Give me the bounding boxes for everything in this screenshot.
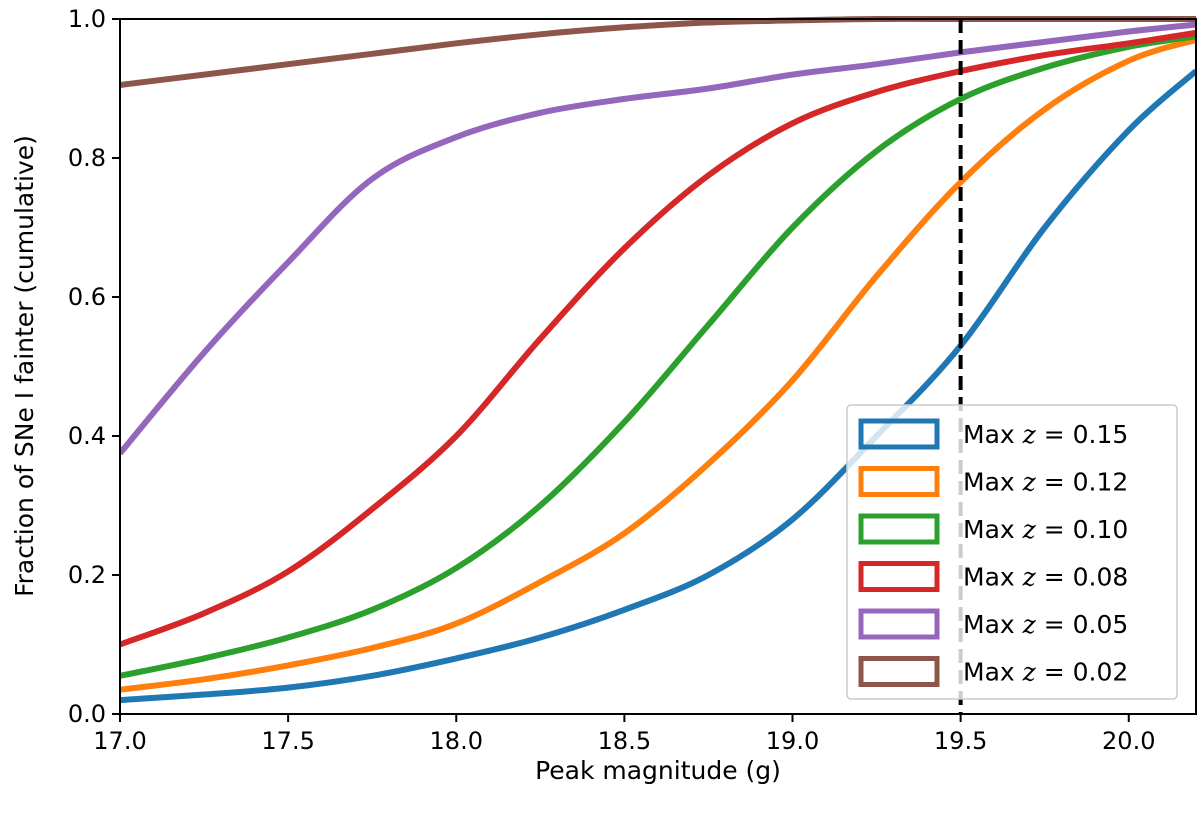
legend-swatch-1	[858, 466, 940, 497]
legend-label-3: Max z = 0.08	[963, 563, 1128, 592]
legend-swatch-0	[858, 418, 940, 450]
y-tick-label: 1.0	[68, 5, 106, 33]
legend-swatch-3	[858, 561, 940, 592]
axes-layer: 17.0 17.5 18.0 18.5 19.0 19.5 20.0 0.0 0.2 0.4 0.6…	[68, 5, 1197, 755]
y-tick-label: 0.2	[68, 561, 106, 589]
legend-label-2: Max z = 0.10	[963, 515, 1128, 544]
x-tick-label: 17.5	[261, 727, 314, 755]
legend: Max z = 0.15 Max z = 0.12 Max z = 0.10 Max …	[846, 404, 1178, 700]
series-line-0	[120, 68, 1196, 704]
x-tick-label: 18.0	[430, 727, 483, 755]
x-tick-label: 20.0	[1102, 727, 1155, 755]
series-line-5	[120, 16, 1196, 88]
series-layer	[120, 16, 1196, 704]
legend-label-0: Max z = 0.15	[963, 420, 1128, 449]
y-tick-label: 0.4	[68, 422, 106, 450]
y-tick-label: 0.6	[68, 283, 106, 311]
x-tick-label: 19.5	[934, 727, 987, 755]
legend-label-1: Max z = 0.12	[963, 468, 1128, 497]
x-tick-label: 18.5	[598, 727, 651, 755]
x-axis-label: Peak magnitude (g)	[535, 756, 781, 785]
series-line-4	[120, 21, 1196, 456]
y-tick-label: 0.8	[68, 144, 106, 172]
plot-frame	[119, 18, 1197, 715]
x-tick-label: 19.0	[766, 727, 819, 755]
legend-swatch-5	[858, 656, 940, 687]
y-tick-label: 0.0	[68, 700, 106, 728]
x-tick-label: 17.0	[93, 727, 146, 755]
y-axis-label: Fraction of SNe I fainter (cumulative)	[10, 135, 39, 597]
legend-swatch-2	[858, 513, 940, 545]
series-line-3	[120, 29, 1196, 648]
legend-label-5: Max z = 0.02	[963, 658, 1128, 687]
legend-swatch-4	[858, 608, 940, 640]
series-line-2	[120, 33, 1196, 679]
legend-label-4: Max z = 0.05	[963, 610, 1128, 639]
legend-box	[846, 404, 1178, 700]
series-line-1	[120, 37, 1196, 693]
